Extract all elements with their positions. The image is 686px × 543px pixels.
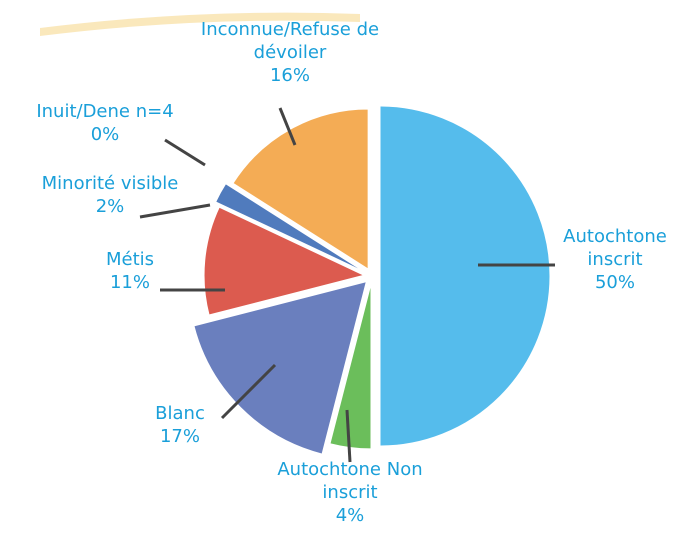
- decoration: [40, 12, 360, 37]
- value-label: 17%: [159, 426, 200, 447]
- value-label: 2%: [95, 196, 125, 217]
- value-label: 11%: [109, 272, 150, 293]
- value-label: 50%: [594, 272, 635, 293]
- value-label: 16%: [269, 65, 310, 86]
- category-label: Métis: [105, 249, 155, 270]
- value-label: 4%: [335, 505, 365, 526]
- leader-line: [139, 203, 211, 219]
- pie-slice: [193, 280, 368, 455]
- category-label: Blanc: [155, 403, 205, 424]
- category-label: Inconnue/Refuse de dévoiler: [200, 19, 380, 63]
- slice-label: Métis 11%: [75, 248, 185, 294]
- pie-slice: [229, 185, 366, 273]
- category-label: Autochtone Non inscrit: [277, 459, 423, 503]
- slice-label: Inconnue/Refuse de dévoiler 16%: [180, 18, 400, 87]
- pie-slice: [232, 108, 369, 270]
- leader-line: [345, 409, 352, 463]
- category-label: Minorité visible: [41, 173, 179, 194]
- pie-slice: [215, 183, 366, 273]
- category-label: Inuit/Dene n=4: [36, 101, 174, 122]
- leader-line: [278, 107, 297, 146]
- slice-label: Autochtone Non inscrit 4%: [275, 458, 425, 527]
- slice-label: Blanc 17%: [120, 402, 240, 448]
- category-label: Autochtone inscrit: [563, 226, 667, 270]
- slice-label: Autochtone inscrit 50%: [550, 225, 680, 294]
- leader-line: [164, 138, 206, 167]
- slice-label: Inuit/Dene n=4 0%: [5, 100, 205, 146]
- value-label: 0%: [90, 124, 120, 145]
- pie-slice: [379, 105, 551, 447]
- pie-slice: [203, 206, 366, 316]
- slice-label: Minorité visible 2%: [10, 172, 210, 218]
- leader-line: [220, 363, 277, 420]
